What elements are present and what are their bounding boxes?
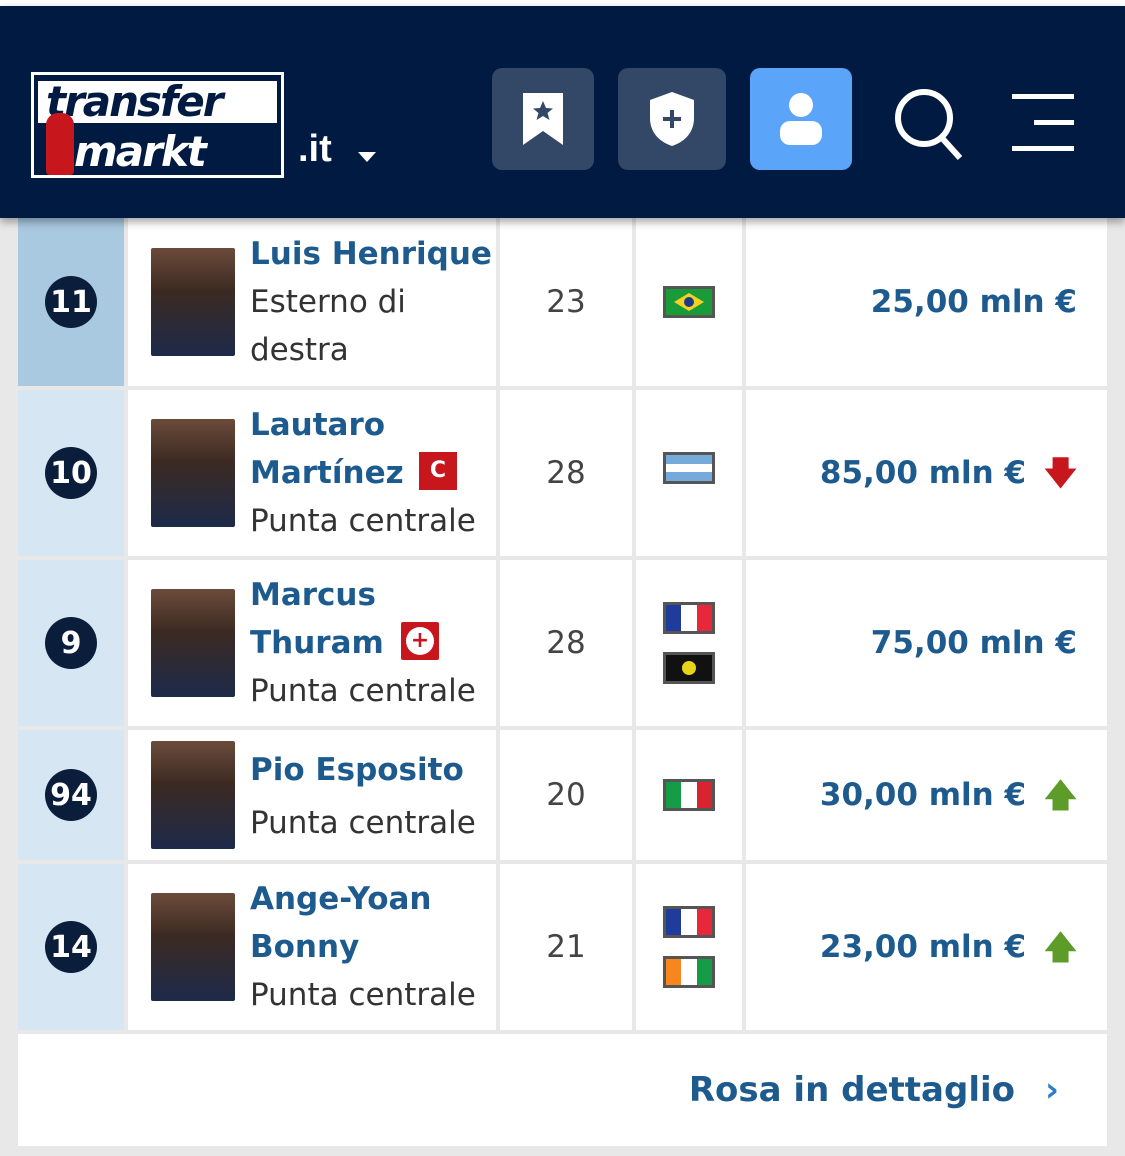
arrow-up-icon: 🡅: [1044, 776, 1077, 814]
market-value: 25,00 mln €: [746, 218, 1107, 386]
table-row[interactable]: 94 Pio Esposito Punta centrale 20 30,00 …: [18, 730, 1107, 860]
top-nav: transfer markt .it: [0, 6, 1125, 218]
squad-detail-link[interactable]: Rosa in dettaglio ›: [18, 1034, 1107, 1146]
player-age: 21: [500, 864, 632, 1030]
transfermarkt-logo[interactable]: transfer markt: [31, 72, 284, 178]
market-value: 85,00 mln € 🡇: [746, 390, 1107, 556]
flag-argentina-icon: [663, 452, 715, 484]
shirt-number: 10: [45, 447, 97, 499]
logo-player-figure: [46, 113, 74, 175]
player-name[interactable]: Luis Henrique: [250, 236, 492, 272]
player-name[interactable]: Pio Esposito: [250, 752, 464, 788]
flag-guadeloupe-icon: [663, 652, 715, 684]
player-position: Punta centrale: [250, 503, 476, 539]
injury-badge-icon: +: [401, 622, 439, 660]
captain-badge-icon: C: [419, 452, 457, 490]
search-icon[interactable]: [892, 86, 966, 162]
table-row[interactable]: 9 Marcus Thuram Punta centrale + 28 75,0…: [18, 560, 1107, 726]
caret-down-icon[interactable]: [358, 152, 376, 162]
bookmark-icon: [523, 93, 563, 145]
player-photo: [151, 248, 235, 356]
table-row[interactable]: 14 Ange-Yoan Bonny Punta centrale 21 23,…: [18, 864, 1107, 1030]
flag-france-icon: [663, 906, 715, 938]
bookmark-button[interactable]: [492, 68, 594, 170]
table-row[interactable]: 11 Luis Henrique Esterno di destra 23 25…: [18, 218, 1107, 386]
shirt-number: 11: [45, 276, 97, 328]
flag-italy-icon: [663, 779, 715, 811]
shirt-number: 94: [45, 769, 97, 821]
player-name[interactable]: Ange-Yoan Bonny: [250, 881, 432, 965]
player-photo: [151, 419, 235, 527]
player-age: 23: [500, 218, 632, 386]
player-position: Punta centrale: [250, 673, 476, 709]
player-position: Esterno di destra: [250, 284, 406, 368]
flag-france-icon: [663, 602, 715, 634]
player-name[interactable]: Marcus Thuram: [250, 577, 384, 661]
player-photo: [151, 741, 235, 849]
market-value: 30,00 mln € 🡅: [746, 730, 1107, 860]
table-row[interactable]: 10 Lautaro Martínez Punta centrale C 28 …: [18, 390, 1107, 556]
flag-brazil-icon: [663, 286, 715, 318]
player-age: 28: [500, 390, 632, 556]
arrow-up-icon: 🡅: [1044, 928, 1077, 966]
player-photo: [151, 893, 235, 1001]
shield-plus-icon: [650, 92, 694, 146]
player-age: 20: [500, 730, 632, 860]
domain-selector[interactable]: .it: [298, 128, 332, 170]
arrow-down-icon: 🡇: [1044, 454, 1077, 492]
chevron-right-icon: ›: [1044, 1070, 1059, 1110]
status-strip: [0, 0, 1125, 6]
account-button[interactable]: [750, 68, 852, 170]
shirt-number: 9: [45, 617, 97, 669]
player-position: Punta centrale: [250, 805, 476, 841]
club-shield-button[interactable]: [618, 68, 726, 170]
market-value: 23,00 mln € 🡅: [746, 864, 1107, 1030]
market-value: 75,00 mln €: [746, 560, 1107, 726]
shirt-number: 14: [45, 921, 97, 973]
menu-icon[interactable]: [1012, 94, 1076, 154]
player-name[interactable]: Lautaro Martínez: [250, 407, 404, 491]
player-photo: [151, 589, 235, 697]
player-position: Punta centrale: [250, 977, 476, 1013]
flag-ivory-coast-icon: [663, 956, 715, 988]
user-icon: [780, 93, 822, 145]
player-age: 28: [500, 560, 632, 726]
